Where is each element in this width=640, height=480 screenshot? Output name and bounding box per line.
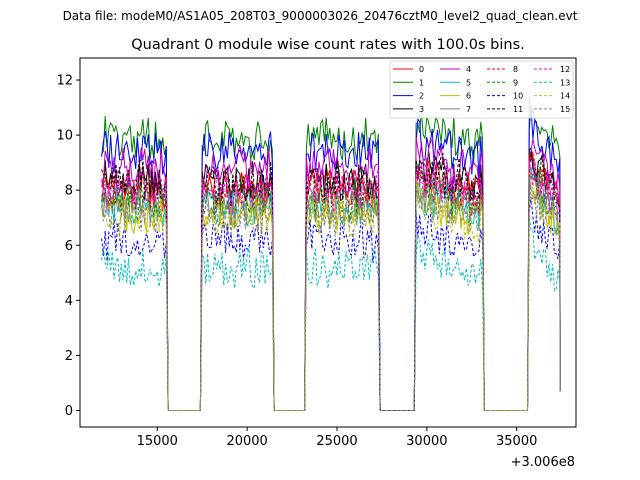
legend-label-6: 6: [466, 92, 471, 101]
series-line-2: [101, 107, 561, 411]
suptitle: Data file: modeM0/AS1A05_208T03_90000030…: [63, 9, 578, 23]
y-tick-label: 6: [65, 239, 73, 254]
series-line-10: [101, 197, 561, 411]
chart-title: Quadrant 0 module wise count rates with …: [131, 37, 525, 53]
y-tick-label: 10: [56, 129, 73, 144]
legend-label-0: 0: [419, 65, 424, 74]
x-tick-label: 20000: [226, 434, 267, 449]
x-tick-label: 30000: [406, 434, 447, 449]
legend-label-7: 7: [466, 105, 471, 114]
y-tick-label: 2: [65, 349, 73, 364]
series-line-4: [101, 136, 561, 411]
legend-label-8: 8: [513, 65, 518, 74]
legend-label-10: 10: [513, 92, 523, 101]
x-tick-label: 25000: [316, 434, 357, 449]
y-axis: 0 2 4 6 8 10 12: [56, 74, 80, 419]
plot-frame: [79, 57, 577, 428]
legend-label-15: 15: [560, 105, 570, 114]
legend-label-12: 12: [560, 65, 570, 74]
y-tick-label: 8: [65, 184, 73, 199]
series-line-15: [101, 176, 561, 411]
series-line-8: [101, 151, 561, 411]
y-tick-label: 12: [56, 74, 73, 89]
series-layer: [101, 96, 561, 411]
legend-label-1: 1: [419, 78, 424, 87]
x-tick-label: 35000: [496, 434, 537, 449]
legend-label-13: 13: [560, 78, 570, 87]
series-line-13: [101, 217, 561, 411]
legend-label-5: 5: [466, 78, 471, 87]
series-line-14: [101, 179, 561, 411]
legend-label-3: 3: [419, 105, 424, 114]
series-line-1: [101, 96, 561, 411]
legend-label-9: 9: [513, 78, 518, 87]
x-axis: 15000 20000 25000 30000 35000: [137, 427, 537, 449]
x-offset-label: +3.006e8: [511, 455, 575, 470]
series-line-11: [101, 152, 561, 411]
legend-label-2: 2: [419, 92, 424, 101]
legend-box: [389, 60, 574, 119]
x-tick-label: 15000: [137, 434, 178, 449]
legend-label-4: 4: [466, 65, 471, 74]
legend-label-11: 11: [513, 105, 523, 114]
legend-label-14: 14: [560, 92, 570, 101]
y-tick-label: 4: [65, 294, 73, 309]
y-tick-label: 0: [65, 404, 73, 419]
